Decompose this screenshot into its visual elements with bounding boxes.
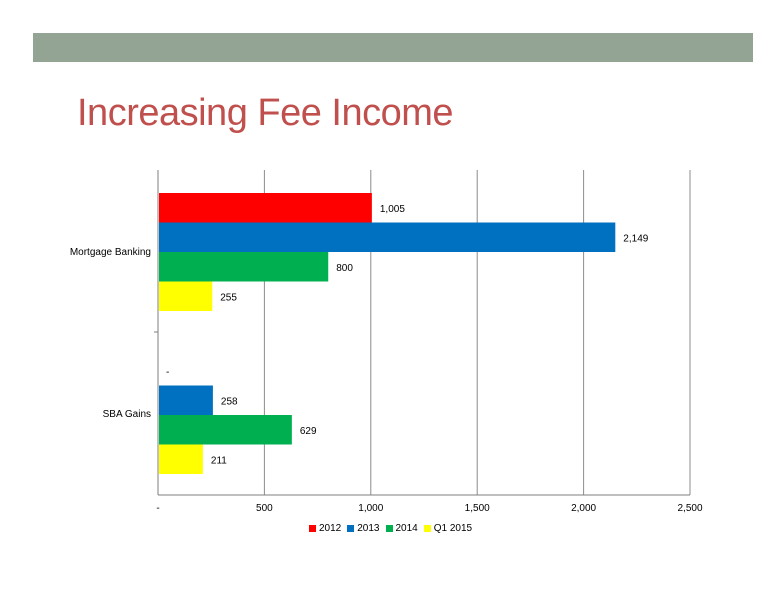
bar	[159, 385, 213, 415]
x-tick-label: 2,000	[571, 503, 596, 514]
legend-swatch	[347, 525, 355, 532]
legend-item: 2012	[309, 523, 341, 534]
x-tick-label: 1,500	[465, 503, 490, 514]
legend-label: Q1 2015	[433, 523, 473, 534]
x-tick-label: -	[156, 503, 159, 514]
data-label: 800	[336, 263, 353, 274]
legend-label: 2014	[395, 523, 418, 534]
x-tick-label: 2,500	[677, 503, 702, 514]
bar	[159, 193, 372, 223]
legend-label: 2013	[357, 523, 380, 534]
legend-swatch	[385, 525, 393, 532]
data-label: -	[166, 367, 169, 378]
chart-legend: 2012 2013 2014 Q1 2015	[309, 523, 472, 534]
bar	[159, 415, 292, 445]
legend-swatch	[309, 525, 316, 532]
bar	[159, 222, 616, 252]
data-label: 255	[220, 292, 237, 303]
bar	[159, 252, 329, 282]
bar	[159, 444, 203, 474]
top-band	[33, 33, 753, 62]
data-label: 629	[300, 426, 317, 437]
legend-label: 2012	[319, 523, 342, 534]
slide-title: Increasing Fee Income	[77, 92, 454, 134]
data-label: 258	[221, 396, 238, 407]
category-label: Mortgage Banking	[70, 247, 151, 258]
x-tick-label: 500	[256, 503, 273, 514]
legend-swatch	[423, 525, 431, 532]
data-label: 1,005	[380, 204, 405, 215]
legend-item: Q1 2015	[423, 523, 473, 534]
legend-item: 2014	[385, 523, 418, 534]
category-label: SBA Gains	[103, 409, 151, 420]
data-label: 2,149	[623, 233, 648, 244]
legend-item: 2013	[347, 523, 380, 534]
bar	[159, 281, 213, 311]
x-tick-label: 1,000	[358, 503, 383, 514]
data-label: 211	[211, 455, 227, 466]
